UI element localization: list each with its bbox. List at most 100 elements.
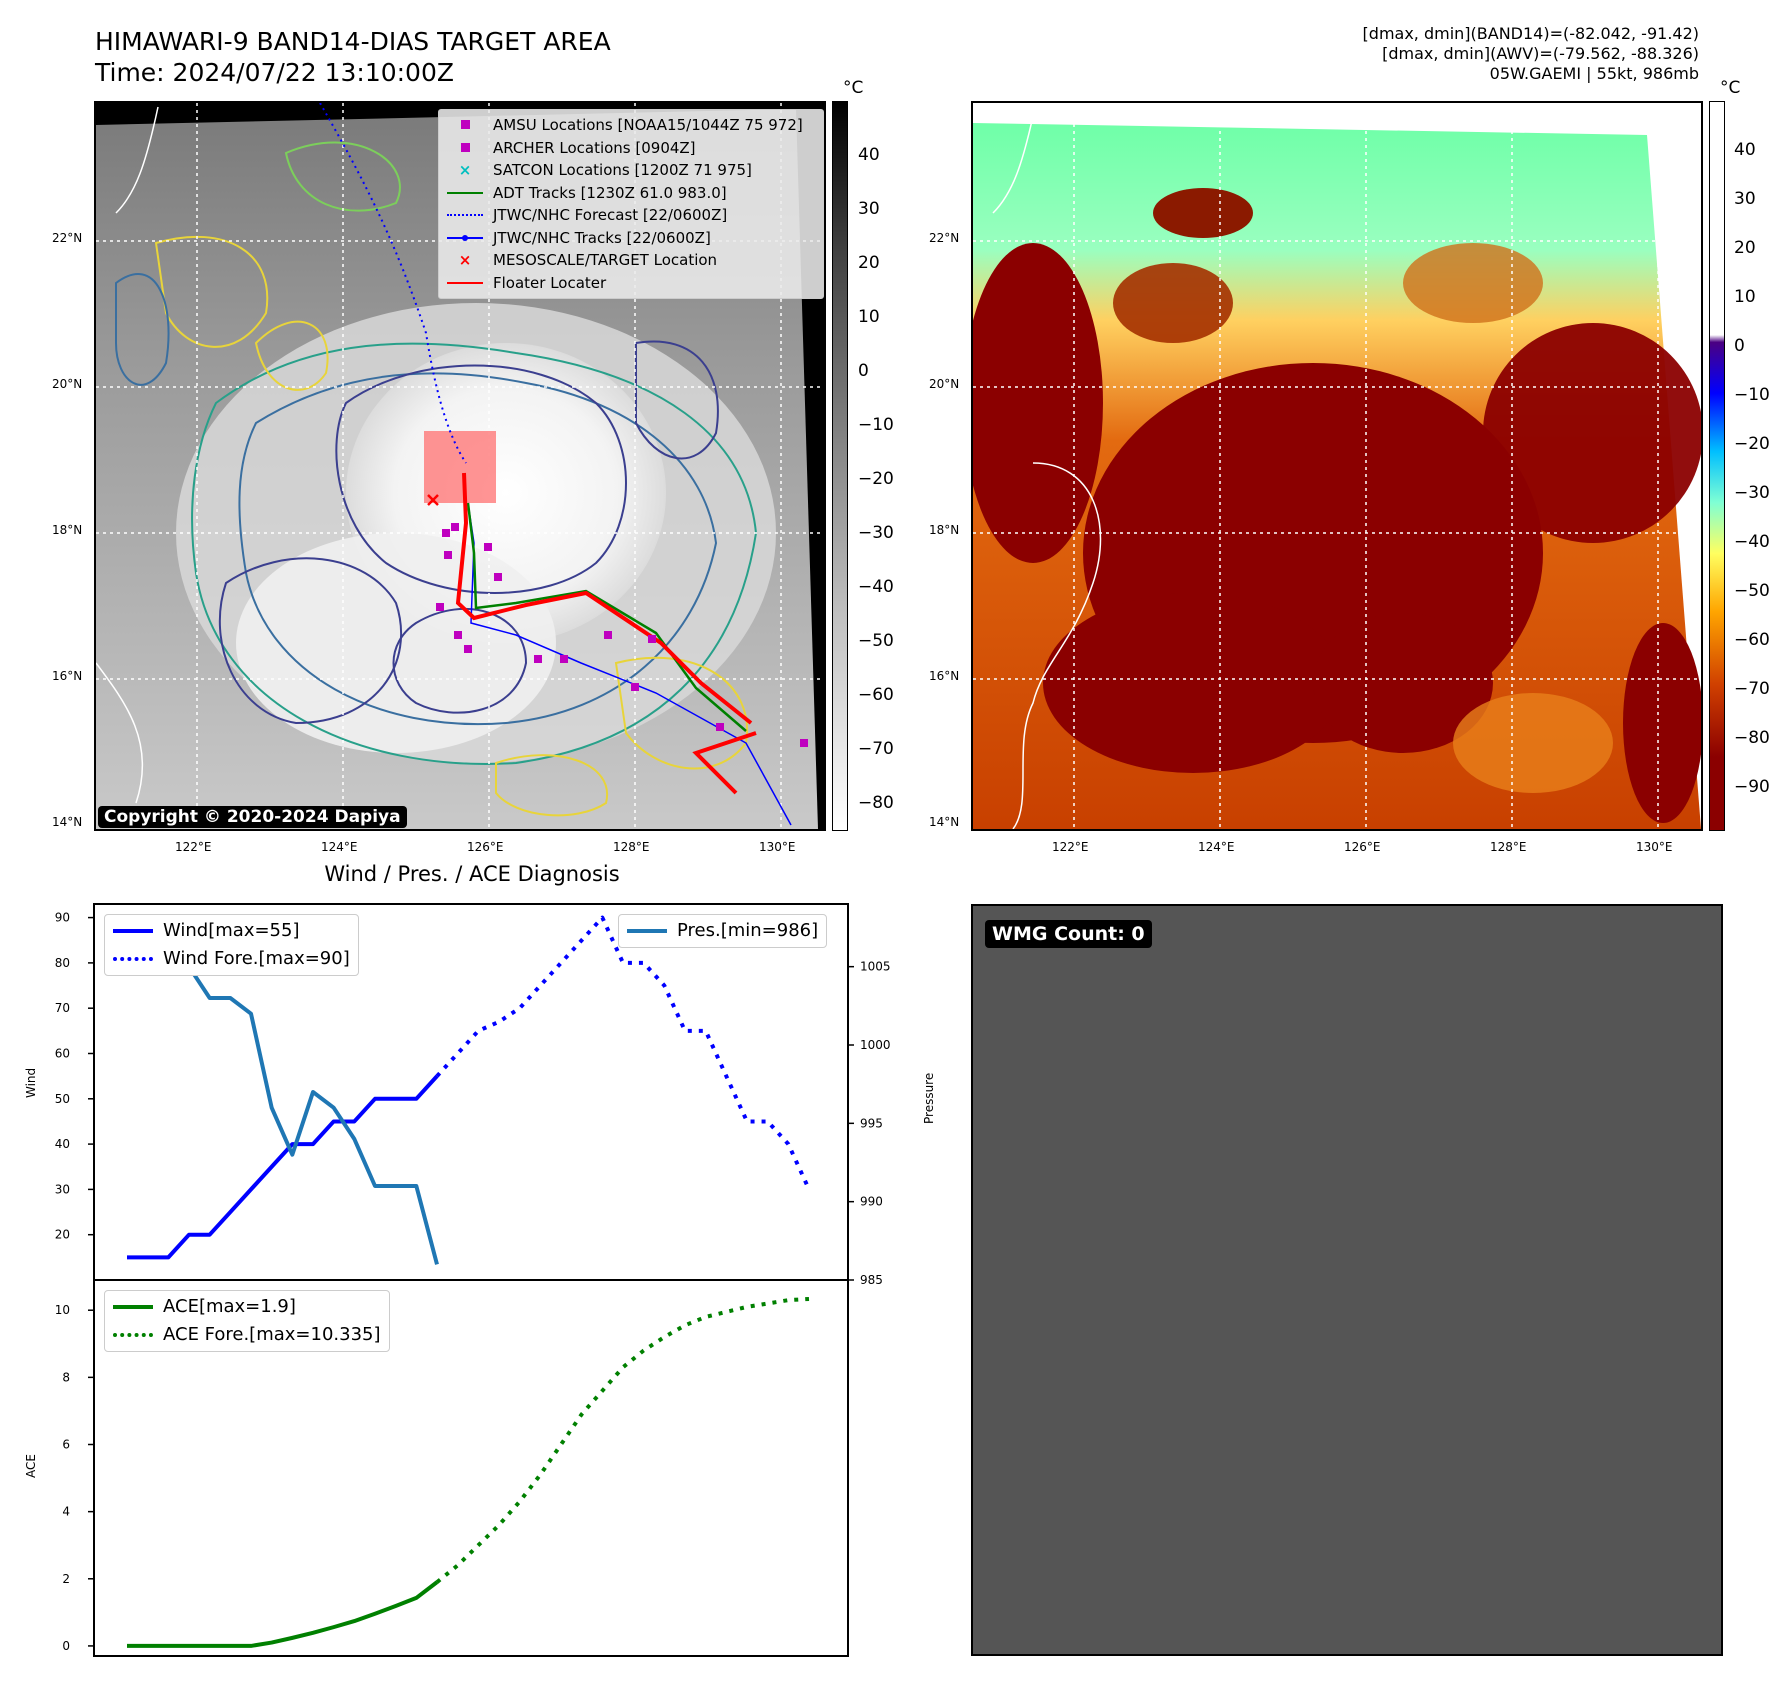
legend-item: ACE Fore.[max=10.335] [113,1321,381,1349]
wind-legend: Wind[max=55] Wind Fore.[max=90] [104,914,359,976]
y-right-tick-label: 985 [860,1273,883,1287]
cb-tick: −60 [858,685,894,705]
right-map-image [973,103,1701,829]
cb-tick: −10 [858,415,894,435]
ace-legend: ACE[max=1.9] ACE Fore.[max=10.335] [104,1290,390,1352]
y-tick-label: 10 [55,1303,70,1317]
cb-tick: −20 [1734,434,1770,454]
y-tick-label: 50 [55,1092,70,1106]
right-colorbar-unit: °C [1720,78,1741,98]
left-map-legend: AMSU Locations [NOAA15/1044Z 75 972] ARC… [438,109,824,299]
legend-item: Floater Locater [445,272,815,295]
y-tick-label: 70 [55,1001,70,1015]
lon-tick: 122°E [175,840,212,854]
y-tick-label: 90 [55,911,70,925]
left-colorbar-unit: °C [843,78,864,98]
legend-item: ACE[max=1.9] [113,1293,381,1321]
lat-tick: 14°N [52,815,83,829]
lat-tick: 18°N [929,523,960,537]
cb-tick: −40 [1734,532,1770,552]
mesoscale-target-marker [427,494,439,506]
y-tick-label: 20 [55,1228,70,1242]
legend-item: Pres.[min=986] [627,917,818,945]
floater-track [455,472,757,795]
cb-tick: −80 [858,793,894,813]
lon-tick: 126°E [1344,840,1381,854]
series-line [127,1074,439,1260]
cb-tick: 10 [1734,287,1756,307]
legend-item: ADT Tracks [1230Z 61.0 983.0] [445,182,815,205]
legend-item: Wind[max=55] [113,917,350,945]
lon-tick: 130°E [1636,840,1673,854]
lon-tick: 124°E [321,840,358,854]
cb-tick: −70 [1734,679,1770,699]
cb-tick: 40 [858,145,880,165]
y-tick-label: 4 [62,1505,70,1519]
ace-axis-label: ACE [24,1454,38,1478]
wind-axis-label: Wind [24,1067,38,1098]
y-right-tick-label: 1005 [860,960,891,974]
legend-item: JTWC/NHC Tracks [22/0600Z] [445,227,815,250]
pressure-axis-label: Pressure [922,1072,936,1124]
cb-tick: −90 [1734,777,1770,797]
ace-plot: 0 2 4 6 8 10 [55,1279,849,1657]
legend-item: AMSU Locations [NOAA15/1044Z 75 972] [445,114,815,137]
legend-item: JTWC/NHC Forecast [22/0600Z] [445,204,815,227]
lat-tick: 22°N [929,231,960,245]
series-line [435,1296,810,1584]
lat-tick: 14°N [929,815,960,829]
cb-tick: 10 [858,307,880,327]
cb-tick: 30 [858,199,880,219]
wmg-panel: WMG Count: 0 [971,904,1723,1656]
wmg-count-badge: WMG Count: 0 [985,920,1152,948]
pressure-legend: Pres.[min=986] [618,914,828,948]
legend-item: Wind Fore.[max=90] [113,945,350,973]
cb-tick: −30 [1734,483,1770,503]
page-title: HIMAWARI-9 BAND14-DIAS TARGET AREA [95,27,611,56]
legend-item: × SATCON Locations [1200Z 71 975] [458,161,752,180]
target-area-box [424,431,496,503]
cb-tick: 20 [1734,238,1756,258]
diagnosis-chart: 20 30 40 50 60 70 80 90 985 990 995 1000 1005 0 2 4 6 8 1… [55,903,891,1657]
amsu-archer-markers [436,523,808,747]
series-line [127,1580,439,1648]
y-tick-label: 0 [62,1639,70,1653]
cb-tick: −10 [1734,385,1770,405]
lon-tick: 130°E [759,840,796,854]
lon-tick: 124°E [1198,840,1235,854]
right-map-panel [971,101,1703,831]
y-tick-label: 6 [62,1438,70,1452]
adt-track [466,502,747,732]
y-tick-label: 2 [62,1572,70,1586]
copyright-label: Copyright © 2020-2024 Dapiya [98,806,407,828]
y-tick-label: 60 [55,1046,70,1060]
plot-frame [93,1279,849,1657]
lat-tick: 18°N [52,523,83,537]
cb-tick: −50 [1734,581,1770,601]
lat-tick: 16°N [52,669,83,683]
lat-tick: 16°N [929,669,960,683]
y-tick-label: 80 [55,956,70,970]
lon-tick: 126°E [467,840,504,854]
cb-tick: 30 [1734,189,1756,209]
info-awv: [dmax, dmin](AWV)=(-79.562, -88.326) [1382,44,1699,63]
cb-tick: −80 [1734,728,1770,748]
lon-tick: 128°E [1490,840,1527,854]
info-storm: 05W.GAEMI | 55kt, 986mb [1489,64,1699,83]
y-tick-label: 40 [55,1137,70,1151]
y-tick-label: 30 [55,1182,70,1196]
y-right-tick-label: 990 [860,1195,883,1209]
cb-tick: −60 [1734,630,1770,650]
cb-tick: −70 [858,739,894,759]
diagnosis-title: Wind / Pres. / ACE Diagnosis [324,862,620,886]
legend-item: × MESOSCALE/TARGET Location [458,251,718,270]
lon-tick: 128°E [613,840,650,854]
lat-tick: 20°N [52,377,83,391]
cb-tick: −30 [858,523,894,543]
right-colorbar [1709,101,1725,831]
y-tick-label: 8 [62,1370,70,1384]
cb-tick: 20 [858,253,880,273]
lat-tick: 20°N [929,377,960,391]
lon-tick: 122°E [1052,840,1089,854]
cb-tick: 40 [1734,140,1756,160]
